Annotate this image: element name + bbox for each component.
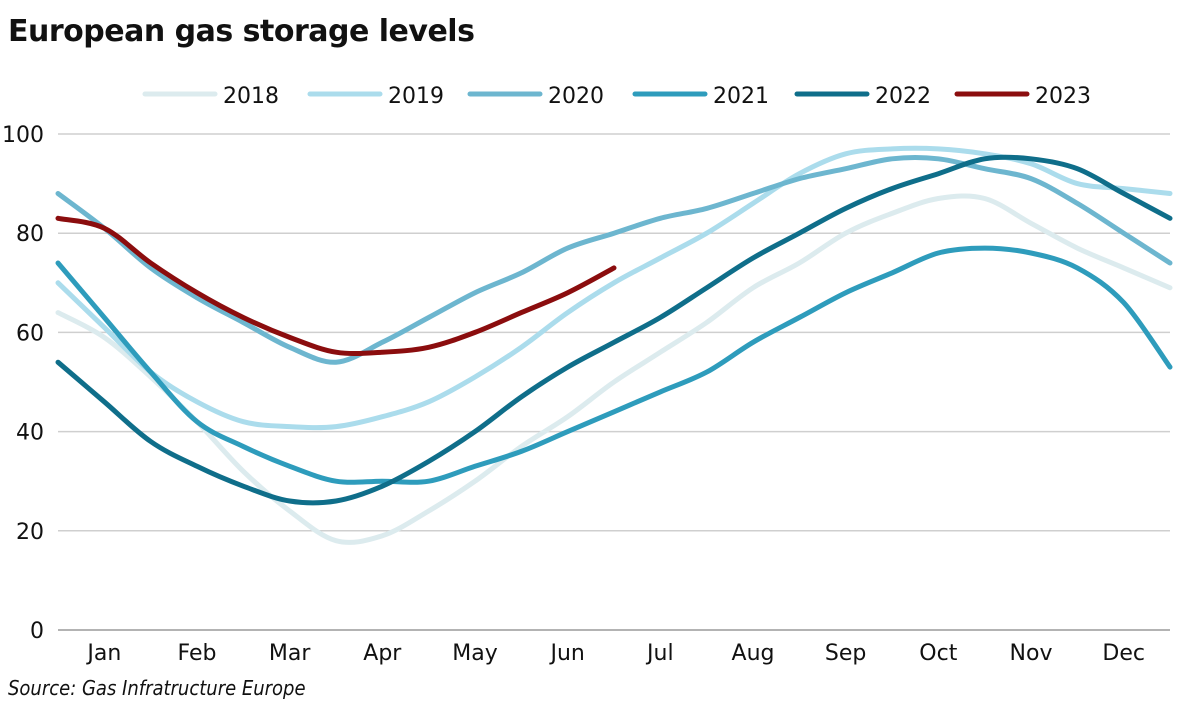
- x-tick-label: Jul: [645, 641, 674, 666]
- x-tick-label: Jan: [85, 641, 121, 666]
- legend-label-2018: 2018: [223, 84, 279, 109]
- x-tick-label: Mar: [269, 641, 311, 666]
- y-tick-label: 60: [16, 321, 44, 346]
- y-tick-label: 40: [16, 421, 44, 446]
- x-tick-label: Dec: [1102, 641, 1145, 666]
- x-tick-label: Oct: [919, 641, 957, 666]
- x-tick-label: Nov: [1010, 641, 1053, 666]
- series-line-2022: [55, 154, 1173, 506]
- legend-label-2021: 2021: [713, 84, 769, 109]
- series-line-2023: [55, 215, 617, 357]
- axis-layer: 0 20 40 60 80 100 Jan Feb Mar Apr May Jun Jul Aug Sep O…: [2, 123, 1145, 666]
- x-tick-label: Jun: [548, 641, 584, 666]
- x-tick-label: Feb: [178, 641, 217, 666]
- y-tick-label: 0: [30, 619, 44, 644]
- legend-label-2022: 2022: [875, 84, 931, 109]
- legend-label-2023: 2023: [1035, 84, 1091, 109]
- series-line-2021: [55, 245, 1173, 485]
- source-note: Source: Gas Infratructure Europe: [8, 676, 306, 700]
- series-line-2018: [55, 193, 1173, 545]
- y-tick-label: 80: [16, 222, 44, 247]
- legend-label-2020: 2020: [548, 84, 604, 109]
- x-tick-label: Sep: [825, 641, 866, 666]
- series-line-2019: [55, 145, 1173, 431]
- legend: 2018 2019 2020 2021 2022 2023: [142, 84, 1091, 109]
- x-tick-label: Aug: [732, 641, 775, 666]
- y-tick-label: 100: [2, 123, 44, 148]
- x-tick-label: May: [452, 641, 497, 666]
- series-line-2020: [55, 155, 1173, 365]
- legend-label-2019: 2019: [388, 84, 444, 109]
- y-tick-label: 20: [16, 520, 44, 545]
- series-layer: [55, 145, 1173, 545]
- x-tick-label: Apr: [363, 641, 402, 666]
- grid-layer: [58, 133, 1170, 631]
- chart-title: European gas storage levels: [8, 14, 475, 49]
